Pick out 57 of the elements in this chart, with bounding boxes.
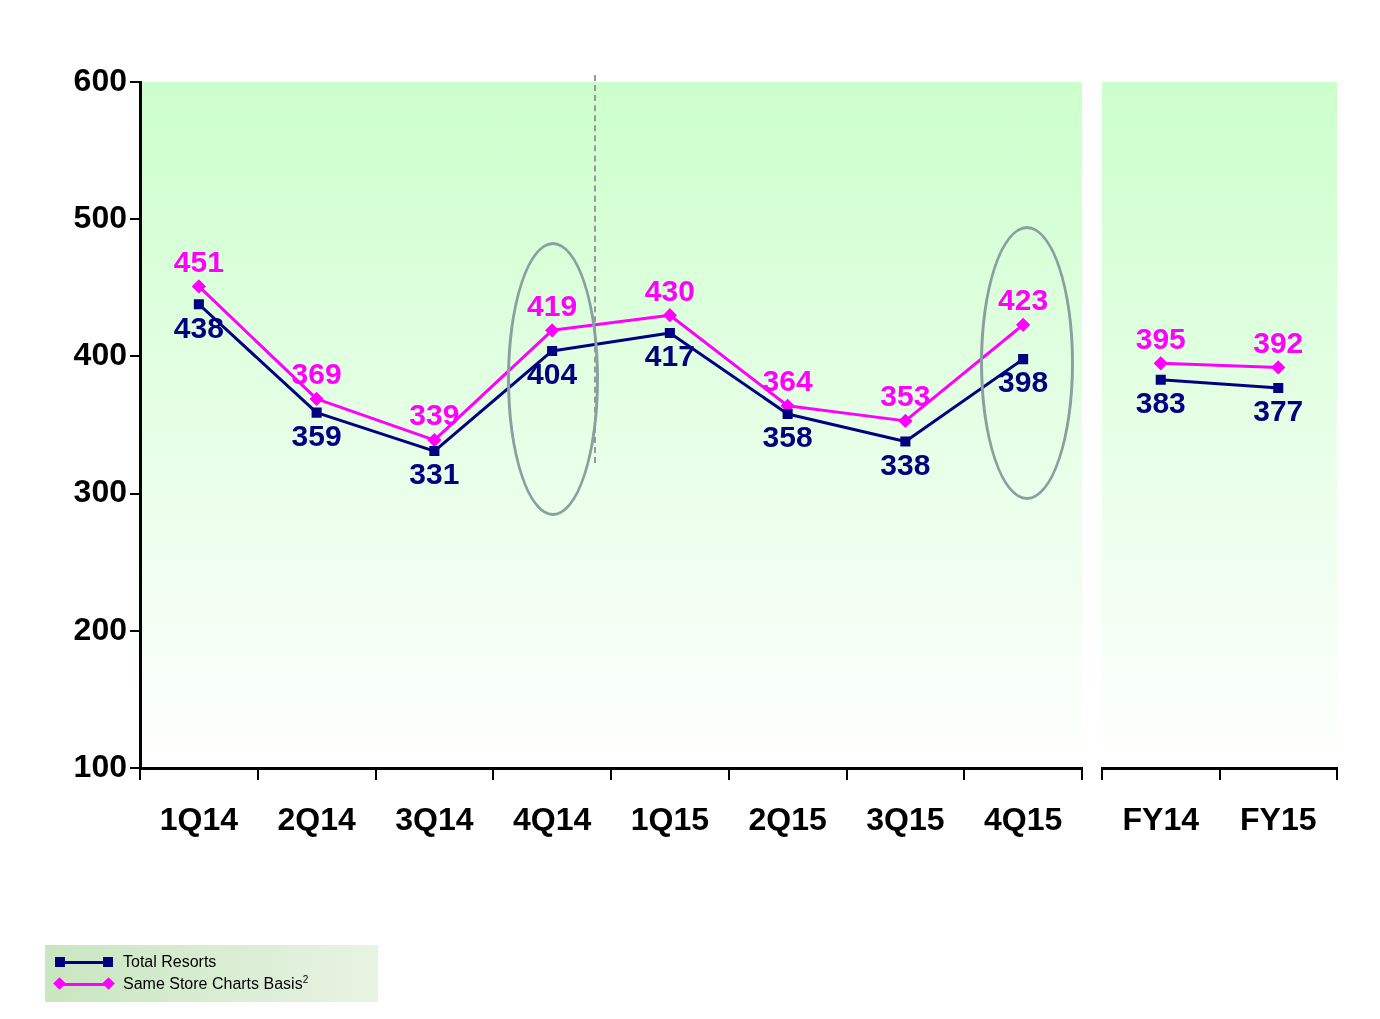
data-label: 369 (291, 357, 342, 391)
data-label: 339 (409, 398, 460, 432)
y-tick-label: 100 (73, 747, 127, 784)
data-label: 377 (1253, 394, 1304, 428)
data-label: 423 (998, 283, 1049, 317)
data-label: 331 (409, 457, 460, 491)
data-label: 338 (880, 447, 931, 481)
x-tick-label: 2Q14 (277, 801, 356, 838)
data-label: 451 (173, 244, 224, 278)
point (1154, 356, 1168, 370)
point (1271, 360, 1285, 374)
data-label: 358 (762, 420, 813, 454)
point (664, 328, 675, 339)
point (663, 308, 677, 322)
data-label: 417 (644, 339, 695, 373)
legend-label: Same Store Charts Basis$^{2}$ (123, 974, 309, 994)
y-tick-label: 500 (73, 199, 127, 236)
x-tick-label: FY15 (1240, 801, 1317, 838)
x-tick-label: 3Q14 (395, 801, 474, 838)
point (898, 414, 912, 428)
data-label: 364 (762, 364, 813, 398)
data-label: 392 (1253, 325, 1304, 359)
x-tick-label: 3Q15 (866, 801, 945, 838)
point (311, 407, 322, 418)
point (900, 436, 911, 447)
point (1018, 354, 1029, 365)
legend-label: Total Resorts (123, 953, 217, 971)
point (427, 433, 441, 447)
point (310, 392, 324, 406)
data-label: 395 (1135, 321, 1186, 355)
data-label: 430 (644, 273, 695, 307)
x-tick-label: 1Q15 (630, 801, 710, 838)
point (1273, 382, 1284, 393)
data-label: 353 (880, 379, 931, 413)
point (782, 408, 793, 420)
data-label: 419 (527, 288, 578, 322)
data-label: 383 (1135, 385, 1186, 419)
y-tick-label: 300 (73, 473, 127, 510)
point (547, 345, 558, 356)
y-tick-label: 600 (73, 61, 127, 98)
x-tick-label: 4Q15 (983, 801, 1063, 838)
data-label: 438 (173, 310, 224, 344)
point (1155, 374, 1166, 385)
data-label: 359 (291, 418, 342, 452)
data-label: 404 (527, 357, 578, 391)
data-label: 398 (998, 365, 1049, 399)
y-tick-label: 400 (73, 336, 127, 373)
y-tick-label: 200 (73, 610, 127, 647)
point (193, 299, 204, 310)
point (545, 323, 559, 337)
point (429, 446, 440, 457)
x-tick-label: 1Q14 (159, 801, 239, 838)
x-tick-label: FY14 (1122, 801, 1200, 838)
point (1016, 318, 1030, 332)
x-tick-label: 2Q15 (748, 801, 827, 838)
x-tick-label: 4Q14 (512, 801, 592, 838)
point (192, 279, 206, 293)
